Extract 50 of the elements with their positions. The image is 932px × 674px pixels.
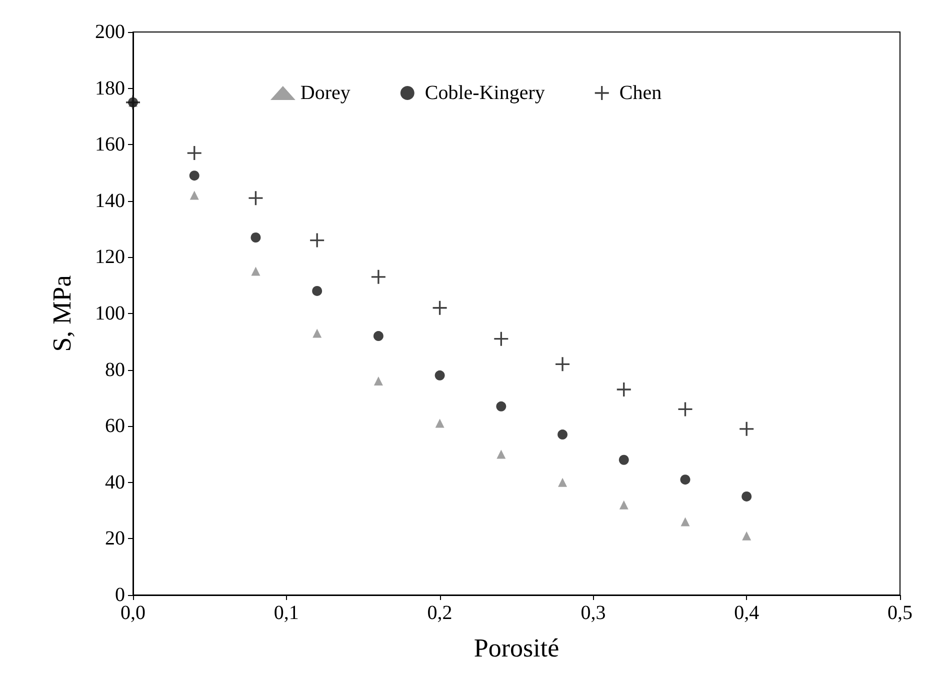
y-tick-label: 180	[95, 77, 125, 100]
point	[680, 517, 690, 526]
x-tick-label: 0,4	[734, 602, 760, 624]
y-axis-title: S, MPa	[48, 274, 76, 352]
y-tick-label: 20	[105, 528, 125, 550]
point	[619, 500, 628, 510]
y-tick-label: 140	[95, 190, 125, 212]
point	[248, 191, 263, 206]
x-tick-label: 0,1	[274, 602, 299, 624]
point	[373, 331, 384, 342]
x-tick-label: 0,3	[580, 602, 606, 624]
y-tick-label: 120	[95, 246, 125, 268]
y-tick-label: 200	[95, 21, 125, 43]
point	[432, 300, 447, 315]
point	[190, 190, 199, 200]
x-axis-title: Porosité	[474, 634, 560, 662]
legend-label: Chen	[619, 82, 662, 104]
point	[187, 146, 202, 160]
point	[435, 418, 444, 428]
point	[742, 531, 752, 540]
point	[558, 430, 568, 440]
point	[616, 382, 631, 397]
point	[740, 422, 754, 436]
y-tick-label: 60	[105, 415, 125, 438]
legend-label: Coble-Kingery	[424, 82, 545, 104]
point	[742, 491, 752, 502]
point	[494, 332, 508, 346]
point	[678, 402, 692, 416]
x-tick-label: 0,2	[427, 602, 452, 624]
x-tick-label: 0,5	[888, 602, 912, 624]
y-tick-label: 160	[95, 134, 125, 156]
point	[680, 474, 690, 485]
point	[496, 401, 506, 412]
point	[189, 170, 200, 181]
legend-label: Dorey	[300, 82, 350, 104]
point	[310, 233, 324, 248]
point	[496, 450, 506, 459]
point	[556, 357, 570, 372]
point	[558, 478, 568, 487]
point	[251, 266, 260, 276]
y-tick-label: 100	[95, 302, 125, 324]
point	[312, 286, 322, 296]
point	[618, 454, 629, 465]
point	[374, 376, 383, 386]
point	[371, 270, 386, 284]
point	[312, 328, 322, 338]
point	[434, 370, 445, 380]
y-tick-label: 40	[105, 471, 125, 494]
point	[250, 232, 261, 242]
y-tick-label: 80	[105, 358, 125, 381]
